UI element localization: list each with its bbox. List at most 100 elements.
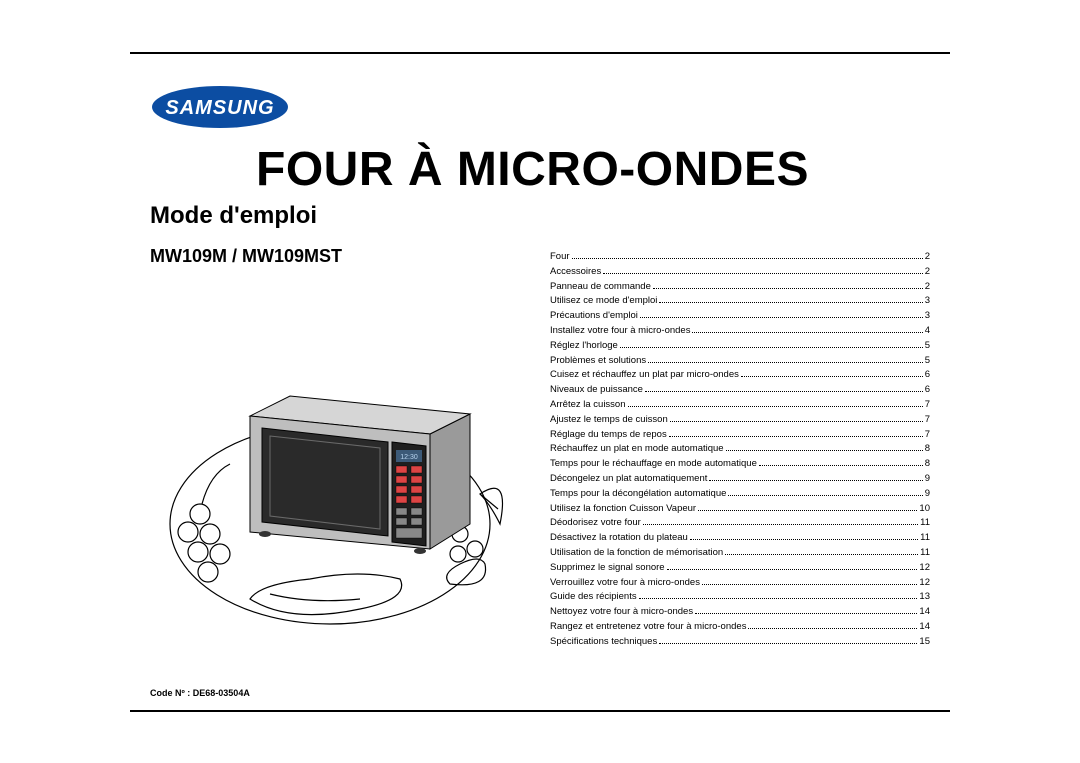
- toc-page-number: 6: [925, 368, 930, 383]
- document-code: Code Nº : DE68-03504A: [150, 688, 250, 698]
- brand-logo: SAMSUNG: [150, 84, 290, 130]
- toc-row: Utilisez ce mode d'emploi 3: [550, 294, 930, 309]
- toc-label: Utilisez ce mode d'emploi: [550, 294, 657, 309]
- toc-row: Guide des récipients 13: [550, 590, 930, 605]
- toc-page-number: 10: [919, 502, 930, 517]
- toc-leader-dots: [572, 258, 923, 259]
- toc-leader-dots: [643, 524, 918, 525]
- toc-page-number: 4: [925, 324, 930, 339]
- toc-page-number: 7: [925, 398, 930, 413]
- toc-row: Installez votre four à micro-ondes 4: [550, 324, 930, 339]
- toc-label: Décongelez un plat automatiquement: [550, 472, 707, 487]
- toc-leader-dots: [670, 421, 923, 422]
- toc-page-number: 9: [925, 487, 930, 502]
- toc-leader-dots: [659, 643, 917, 644]
- toc-leader-dots: [748, 628, 917, 629]
- toc-page-number: 11: [920, 516, 930, 531]
- toc-row: Nettoyez votre four à micro-ondes14: [550, 605, 930, 620]
- toc-leader-dots: [620, 347, 923, 348]
- toc-label: Temps pour le réchauffage en mode automa…: [550, 457, 757, 472]
- toc-row: Précautions d'emploi 3: [550, 309, 930, 324]
- document-title: FOUR À MICRO-ONDES: [256, 142, 809, 197]
- table-of-contents: Four2Accessoires2Panneau de commande2Uti…: [550, 250, 930, 650]
- toc-row: Temps pour la décongélation automatique9: [550, 487, 930, 502]
- toc-label: Précautions d'emploi: [550, 309, 638, 324]
- toc-row: Supprimez le signal sonore 12: [550, 561, 930, 576]
- toc-label: Accessoires: [550, 265, 601, 280]
- toc-label: Utilisez la fonction Cuisson Vapeur: [550, 502, 696, 517]
- toc-leader-dots: [741, 376, 923, 377]
- toc-row: Utilisez la fonction Cuisson Vapeur 10: [550, 502, 930, 517]
- toc-label: Réglez l'horloge: [550, 339, 618, 354]
- toc-row: Accessoires 2: [550, 265, 930, 280]
- toc-label: Installez votre four à micro-ondes: [550, 324, 690, 339]
- toc-page-number: 7: [925, 413, 930, 428]
- toc-label: Réglage du temps de repos: [550, 428, 667, 443]
- product-illustration: 12:30: [130, 354, 530, 634]
- toc-label: Supprimez le signal sonore: [550, 561, 665, 576]
- toc-label: Four: [550, 250, 570, 265]
- toc-label: Déodorisez votre four: [550, 516, 641, 531]
- toc-row: Temps pour le réchauffage en mode automa…: [550, 457, 930, 472]
- toc-leader-dots: [640, 317, 923, 318]
- toc-page-number: 2: [925, 280, 930, 295]
- toc-page-number: 5: [925, 354, 930, 369]
- toc-row: Cuisez et réchauffez un plat par micro-o…: [550, 368, 930, 383]
- toc-label: Utilisation de la fonction de mémorisati…: [550, 546, 723, 561]
- toc-leader-dots: [690, 539, 918, 540]
- toc-leader-dots: [653, 288, 923, 289]
- toc-leader-dots: [648, 362, 923, 363]
- toc-row: Déodorisez votre four 11: [550, 516, 930, 531]
- toc-leader-dots: [702, 584, 917, 585]
- toc-leader-dots: [759, 465, 923, 466]
- toc-row: Ajustez le temps de cuisson 7: [550, 413, 930, 428]
- toc-label: Guide des récipients: [550, 590, 637, 605]
- toc-leader-dots: [645, 391, 923, 392]
- toc-label: Rangez et entretenez votre four à micro-…: [550, 620, 746, 635]
- svg-text:SAMSUNG: SAMSUNG: [165, 97, 274, 119]
- toc-label: Spécifications techniques: [550, 635, 657, 650]
- toc-leader-dots: [695, 613, 917, 614]
- toc-page-number: 12: [919, 561, 930, 576]
- toc-page-number: 13: [919, 590, 930, 605]
- toc-leader-dots: [709, 480, 922, 481]
- toc-page-number: 14: [919, 620, 930, 635]
- toc-leader-dots: [639, 598, 918, 599]
- toc-leader-dots: [659, 302, 922, 303]
- toc-label: Problèmes et solutions: [550, 354, 646, 369]
- toc-page-number: 11: [920, 546, 930, 561]
- toc-page-number: 2: [925, 250, 930, 265]
- toc-row: Arrêtez la cuisson 7: [550, 398, 930, 413]
- toc-row: Rangez et entretenez votre four à micro-…: [550, 620, 930, 635]
- toc-leader-dots: [725, 554, 918, 555]
- toc-page-number: 15: [919, 635, 930, 650]
- toc-page-number: 7: [925, 428, 930, 443]
- toc-label: Désactivez la rotation du plateau: [550, 531, 688, 546]
- toc-row: Décongelez un plat automatiquement9: [550, 472, 930, 487]
- toc-row: Problèmes et solutions 5: [550, 354, 930, 369]
- toc-page-number: 8: [925, 442, 930, 457]
- toc-leader-dots: [669, 436, 923, 437]
- toc-leader-dots: [728, 495, 922, 496]
- toc-page-number: 3: [925, 309, 930, 324]
- document-subtitle: Mode d'emploi: [150, 202, 317, 230]
- toc-label: Ajustez le temps de cuisson: [550, 413, 668, 428]
- model-number: MW109M / MW109MST: [150, 246, 342, 267]
- toc-label: Verrouillez votre four à micro-ondes: [550, 576, 700, 591]
- toc-page-number: 6: [925, 383, 930, 398]
- toc-label: Nettoyez votre four à micro-ondes: [550, 605, 693, 620]
- toc-leader-dots: [692, 332, 922, 333]
- toc-leader-dots: [698, 510, 917, 511]
- toc-leader-dots: [603, 273, 922, 274]
- toc-label: Arrêtez la cuisson: [550, 398, 626, 413]
- toc-row: Désactivez la rotation du plateau11: [550, 531, 930, 546]
- toc-leader-dots: [667, 569, 918, 570]
- toc-label: Niveaux de puissance: [550, 383, 643, 398]
- toc-page-number: 12: [919, 576, 930, 591]
- toc-page-number: 3: [925, 294, 930, 309]
- toc-label: Panneau de commande: [550, 280, 651, 295]
- toc-row: Spécifications techniques 15: [550, 635, 930, 650]
- page-frame: SAMSUNG FOUR À MICRO-ONDES Mode d'emploi…: [130, 52, 950, 712]
- toc-page-number: 8: [925, 457, 930, 472]
- toc-page-number: 2: [925, 265, 930, 280]
